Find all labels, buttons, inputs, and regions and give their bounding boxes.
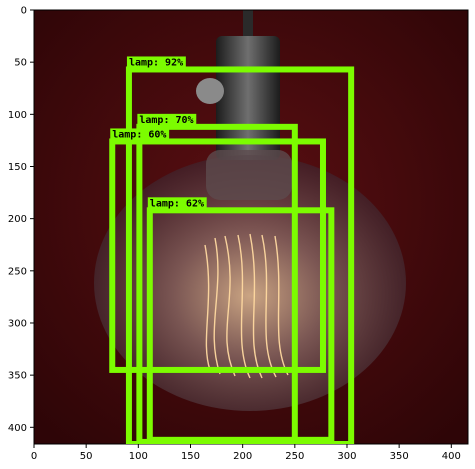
bounding-box — [125, 66, 355, 444]
cord — [243, 10, 253, 40]
y-tick-label: 350 — [8, 371, 27, 382]
label-background — [126, 56, 186, 69]
y-axis: 0 50 100 150 200 250 300 350 400 — [8, 6, 34, 434]
x-tick-label: 300 — [337, 451, 356, 462]
y-tick-label: 50 — [14, 58, 27, 69]
detection-box: lamp: 60% — [109, 128, 326, 373]
bounding-box — [146, 207, 335, 443]
bounding-box — [109, 138, 326, 373]
x-axis: 0 50 100 150 200 250 300 350 400 — [31, 444, 461, 462]
detection-box: lamp: 92% — [125, 56, 355, 444]
x-tick-label: 350 — [390, 451, 409, 462]
y-tick-label: 150 — [8, 162, 27, 173]
y-tick-label: 200 — [8, 214, 27, 225]
x-tick-label: 250 — [285, 451, 304, 462]
label-background — [147, 197, 207, 210]
filament — [204, 233, 289, 379]
bulb — [94, 155, 406, 411]
x-tick-label: 200 — [233, 451, 252, 462]
label-background — [110, 128, 170, 141]
detection-label: lamp: 62% — [150, 198, 204, 209]
x-tick-label: 400 — [442, 451, 461, 462]
detection-label: lamp: 60% — [112, 129, 166, 140]
y-tick-label: 0 — [21, 6, 27, 17]
photo — [34, 10, 468, 444]
socket-ring — [196, 78, 224, 104]
y-tick-label: 400 — [8, 423, 27, 434]
y-tick-label: 300 — [8, 318, 27, 329]
detections: lamp: 92% lamp: 70% lamp: 60% lamp: 62% — [109, 56, 355, 444]
y-tick-label: 250 — [8, 266, 27, 277]
x-tick-label: 50 — [80, 451, 93, 462]
x-tick-label: 100 — [129, 451, 148, 462]
detection-label: lamp: 70% — [139, 115, 193, 126]
x-tick-label: 150 — [181, 451, 200, 462]
y-tick-label: 100 — [8, 110, 27, 121]
detection-label: lamp: 92% — [129, 57, 183, 68]
x-tick-label: 0 — [31, 451, 37, 462]
detection-box: lamp: 62% — [146, 197, 335, 443]
bulb-neck — [206, 150, 292, 200]
label-background — [137, 113, 197, 126]
